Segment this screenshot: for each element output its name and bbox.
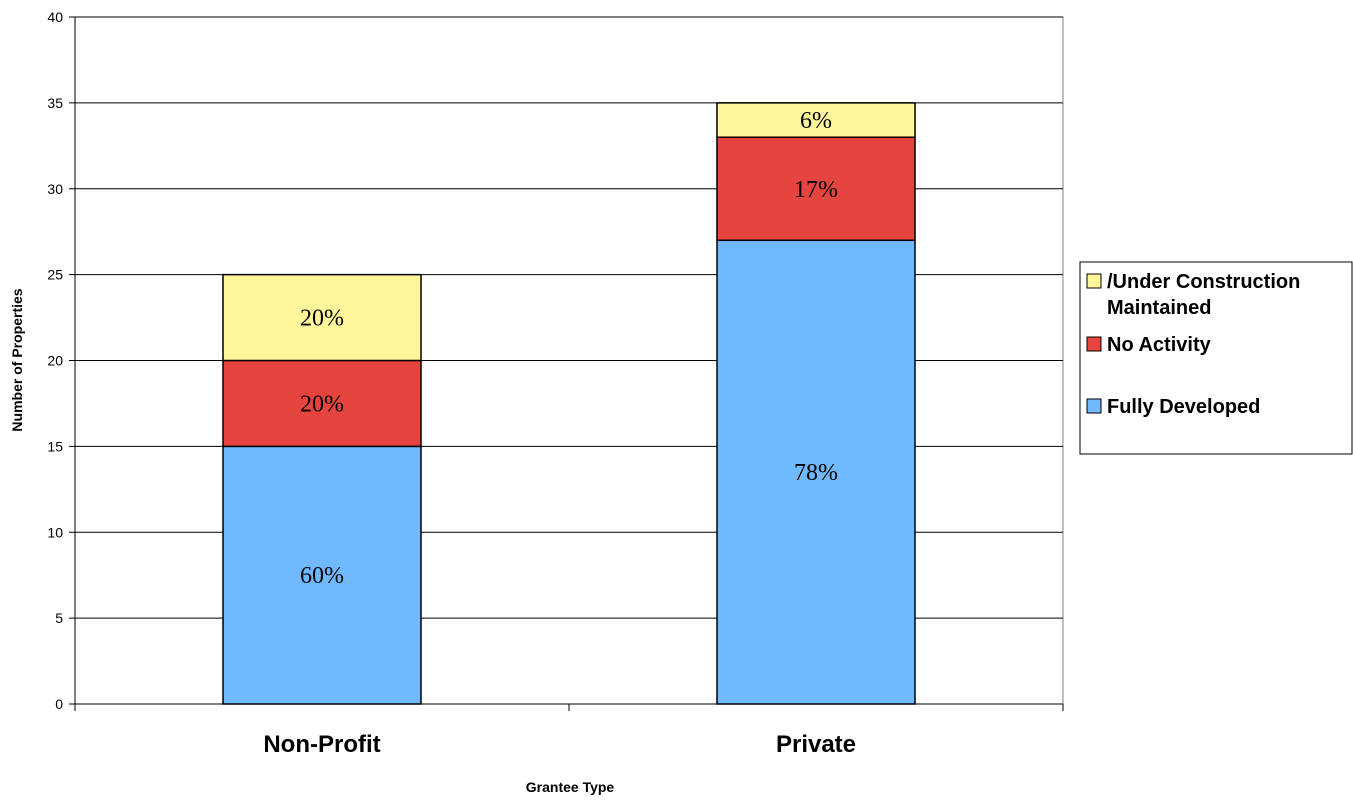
x-axis-title: Grantee Type (526, 779, 615, 795)
bar-segment (222, 445, 422, 705)
y-tick-label: 10 (47, 524, 63, 540)
y-tick-labels: 0 5 10 15 20 25 30 35 40 (47, 9, 63, 712)
legend-label: No Activity (1107, 334, 1212, 356)
data-label: 6% (800, 108, 832, 134)
legend-swatch (1086, 398, 1102, 414)
legend-label: Fully Developed (1107, 396, 1260, 418)
y-axis-title: Number of Properties (9, 288, 25, 431)
y-tick-label: 40 (47, 9, 63, 25)
legend-label: /Under Construction (1107, 271, 1300, 293)
y-tick-label: 25 (47, 267, 63, 283)
data-labels: 60% 20% 20% 78% 17% 6% (300, 108, 838, 589)
bar-segment (222, 273, 422, 362)
data-label: 60% (300, 563, 344, 589)
legend: /Under Construction Maintained No Activity… (1079, 261, 1353, 455)
data-label: 20% (300, 391, 344, 417)
legend-swatch (1086, 336, 1102, 352)
data-label: 78% (794, 460, 838, 486)
bar-segment (716, 102, 916, 138)
y-tick-label: 5 (55, 610, 63, 626)
x-category-label: Non-Profit (263, 731, 380, 758)
x-category-labels: Non-Profit Private (263, 731, 856, 758)
data-label: 17% (794, 177, 838, 203)
data-label: 20% (300, 306, 344, 332)
bar-segment (716, 239, 916, 705)
axes (69, 16, 1064, 711)
y-tick-label: 20 (47, 353, 63, 369)
y-tick-label: 15 (47, 438, 63, 454)
y-tick-label: 35 (47, 95, 63, 111)
x-category-label: Private (776, 731, 856, 758)
y-tick-label: 30 (47, 181, 63, 197)
y-tick-label: 0 (55, 696, 63, 712)
legend-box (1079, 261, 1353, 455)
bars (222, 102, 916, 705)
legend-swatch (1086, 273, 1102, 289)
legend-label: Maintained (1107, 297, 1211, 319)
